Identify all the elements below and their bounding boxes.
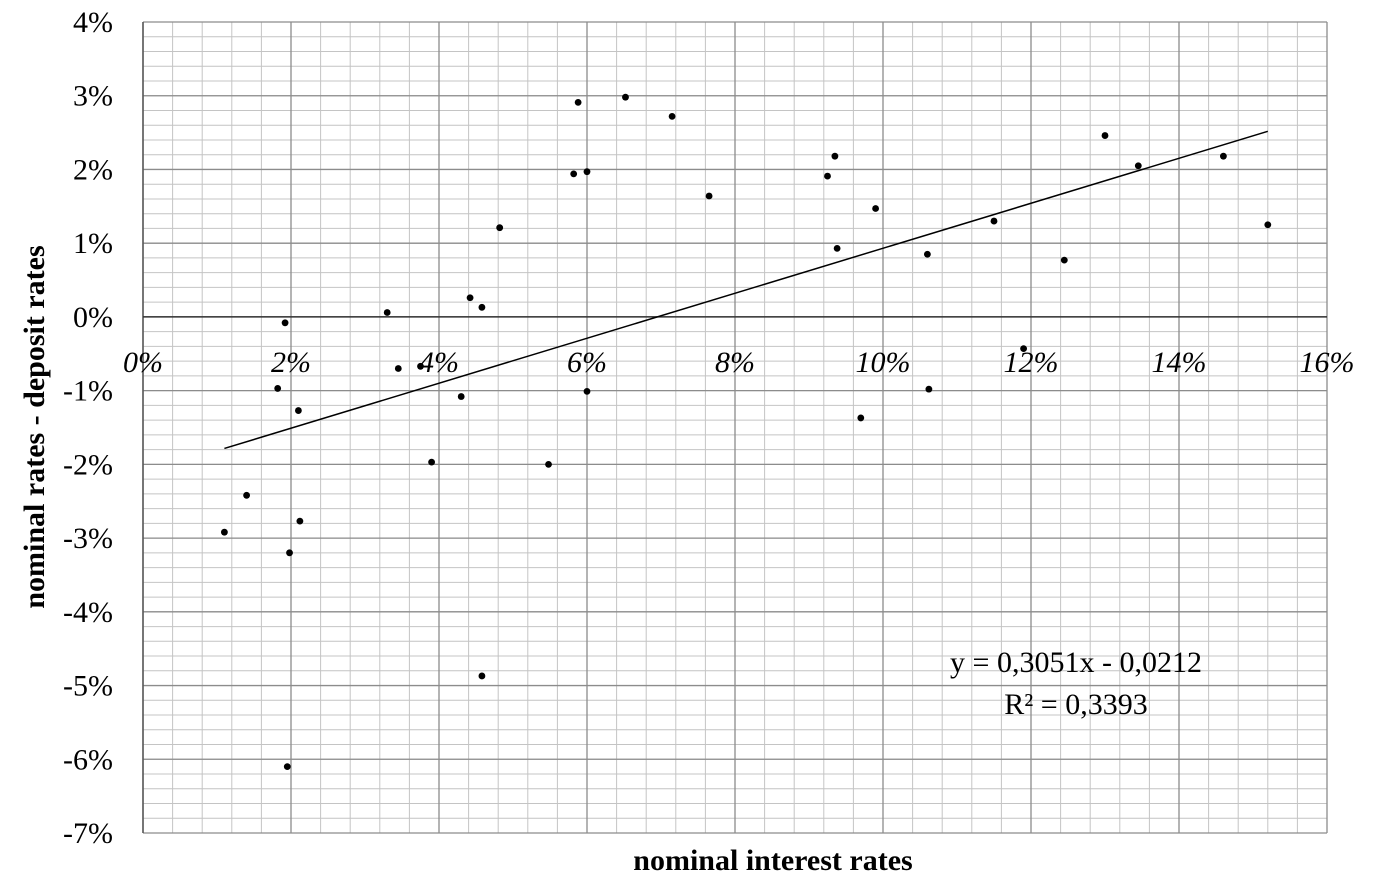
data-point [274,385,282,392]
data-point [295,407,302,414]
data-point [281,319,289,327]
y-axis-title: nominal rates - deposit rates [18,245,51,608]
data-point [1134,162,1142,170]
data-point [705,192,713,200]
data-point [478,303,486,311]
x-tick-label: 16% [1300,346,1355,379]
trendline-r-squared: R² = 0,3393 [1004,688,1147,721]
data-point [457,393,465,400]
data-point [1264,221,1272,229]
data-point [583,168,591,176]
data-point [383,309,391,316]
axes [142,22,1327,833]
y-tick-label: -3% [63,522,113,555]
y-tick-label: 1% [73,227,113,260]
y-tick-label: -5% [63,670,113,703]
data-point [1220,152,1227,160]
trendline-equation: y = 0,3051x - 0,0212 [950,646,1202,679]
y-tick-label: -1% [63,375,113,408]
x-tick-label: 12% [1004,346,1059,379]
data-point [428,458,435,466]
data-point [583,387,591,395]
data-point [545,460,552,468]
data-point [286,549,293,557]
trendline [224,130,1269,450]
data-point [872,205,879,212]
data-point [924,250,931,258]
x-tick-label: 6% [567,346,607,379]
data-point [394,365,402,372]
data-point [478,672,486,680]
data-point [622,93,629,101]
x-tick-label: 10% [856,346,911,379]
data-point [243,491,251,499]
y-tick-label: 2% [73,153,113,186]
data-point [221,528,228,536]
data-point [833,244,841,252]
data-point [831,152,839,160]
data-point [925,385,933,393]
grid-major [142,21,1328,834]
y-tick-label: -2% [63,448,113,481]
data-point [990,217,998,225]
x-axis-title: nominal interest rates [633,844,912,877]
y-tick-label: 3% [73,80,113,113]
y-tick-label: 0% [73,301,113,334]
data-point [824,172,831,180]
data-point [857,414,865,422]
x-tick-label: 0% [123,346,163,379]
x-tick-label: 2% [271,346,311,379]
tick-labels: 0% 2% 4% 6% 8% 10% 12% 14% 16% 4% 3% 2% 1% 0% -1% -2% -3… [63,6,1354,850]
data-point [1020,345,1027,353]
data-point [496,224,504,232]
trendline-line [224,130,1269,450]
data-points [221,93,1272,771]
x-tick-label: 14% [1152,346,1207,379]
data-point [668,112,676,120]
data-point [1101,132,1109,139]
x-tick-label: 4% [419,346,459,379]
y-tick-label: -7% [63,817,113,850]
data-point [574,98,582,106]
y-tick-label: 4% [73,6,113,39]
x-tick-label: 8% [715,346,755,379]
data-point [466,294,474,302]
data-point [570,170,578,178]
y-tick-label: -4% [63,596,113,629]
data-point [296,517,304,525]
data-point [283,763,291,771]
data-point [417,362,424,370]
y-tick-label: -6% [63,743,113,776]
data-point [1060,256,1068,264]
